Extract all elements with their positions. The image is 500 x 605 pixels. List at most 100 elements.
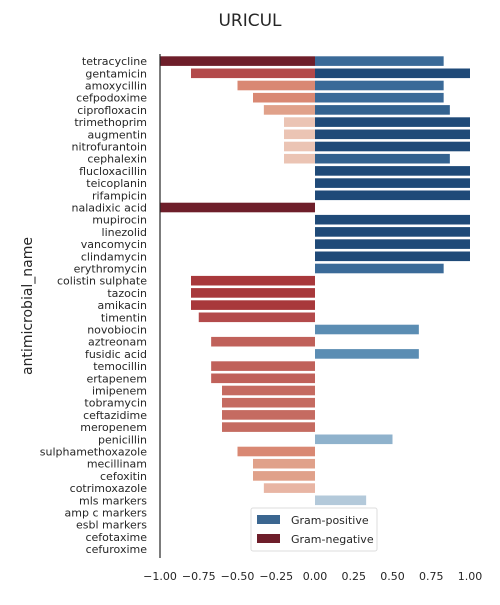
bar-gram-negative	[211, 361, 315, 371]
x-tick-label: −0.75	[182, 570, 216, 583]
y-tick-label: tazocin	[107, 287, 147, 300]
y-tick-label: vancomycin	[81, 238, 147, 251]
bar-gram-negative	[191, 300, 315, 310]
bar-gram-positive	[315, 105, 450, 115]
bar-gram-negative	[263, 105, 315, 115]
bar-gram-negative	[191, 275, 315, 286]
y-tick-label: ertapenem	[86, 372, 147, 385]
legend-label-gram-positive: Gram-positive	[291, 514, 369, 527]
bar-gram-negative	[263, 483, 315, 493]
y-tick-label: cephalexin	[87, 153, 147, 166]
y-tick-label: tobramycin	[84, 397, 147, 410]
x-tick-label: −0.50	[221, 570, 255, 583]
chart-title: URICUL	[218, 11, 282, 31]
y-tick-label: cefotaxime	[85, 531, 147, 544]
bar-gram-negative	[237, 446, 315, 457]
y-tick-label: tetracycline	[82, 55, 147, 68]
y-tick-label: rifampicin	[92, 189, 147, 202]
y-tick-label: ceftazidime	[83, 409, 147, 422]
legend-label-gram-negative: Gram-negative	[291, 533, 374, 546]
legend-swatch-gram-positive	[257, 515, 280, 524]
bar-gram-positive	[315, 178, 470, 188]
bar-gram-negative	[284, 141, 315, 152]
bar-gram-positive	[315, 434, 393, 445]
bar-gram-positive	[315, 129, 470, 140]
bar-gram-positive	[315, 214, 470, 225]
bar-gram-negative	[284, 129, 315, 140]
y-tick-label: temocillin	[93, 360, 147, 373]
y-tick-label: mls markers	[79, 494, 147, 507]
bar-gram-positive	[315, 68, 470, 79]
x-tick-label: −1.00	[143, 570, 177, 583]
y-tick-label: ciprofloxacin	[77, 104, 147, 117]
bar-gram-positive	[315, 239, 470, 249]
bar-gram-negative	[211, 373, 315, 384]
y-tick-label: mupirocin	[92, 214, 147, 227]
y-tick-label: naladixic acid	[72, 202, 148, 215]
y-tick-label: cotrimoxazole	[70, 482, 148, 495]
y-tick-label: novobiocin	[87, 324, 147, 337]
bar-gram-negative	[253, 458, 315, 469]
y-tick-label: colistin sulphate	[57, 275, 147, 288]
bar-gram-positive	[315, 263, 444, 274]
bar-gram-negative	[191, 288, 315, 298]
legend: Gram-positive Gram-negative	[250, 507, 378, 552]
y-tick-label: timentin	[101, 311, 147, 324]
y-tick-labels: tetracyclinegentamicinamoxycillincefpodo…	[40, 55, 147, 556]
bar-gram-positive	[315, 141, 470, 152]
x-tick-label: 0.50	[380, 570, 405, 583]
y-tick-label: cefoxitin	[100, 470, 147, 483]
legend-swatch-gram-negative	[257, 534, 280, 543]
x-tick-label: 0.00	[303, 570, 328, 583]
bar-gram-positive	[315, 251, 470, 262]
y-tick-label: clindamycin	[81, 250, 147, 263]
bar-gram-positive	[315, 324, 419, 335]
x-tick-label: 0.75	[419, 570, 444, 583]
y-tick-label: mecillinam	[87, 458, 147, 471]
bar-gram-negative	[222, 410, 315, 420]
bar-gram-positive	[315, 92, 444, 103]
bar-gram-negative	[222, 385, 315, 396]
y-tick-label: aztreonam	[88, 336, 147, 349]
y-tick-label: penicillin	[98, 433, 147, 446]
bar-gram-negative	[198, 312, 315, 323]
y-tick-label: teicoplanin	[86, 177, 147, 190]
x-tick-labels: −1.00 −0.75 −0.50 −0.25 0.00 0.25 0.50 0.75 1.00	[143, 570, 482, 583]
y-tick-label: amoxycillin	[85, 80, 147, 93]
x-tick-label: −0.25	[259, 570, 293, 583]
bar-gram-negative	[222, 397, 315, 408]
y-tick-label: gentamicin	[85, 67, 147, 80]
bar-gram-negative	[253, 92, 315, 103]
bar-gram-negative	[160, 56, 315, 66]
bar-gram-negative	[211, 336, 315, 347]
y-tick-label: fusidic acid	[85, 348, 147, 361]
y-tick-label: imipenem	[92, 385, 147, 398]
bar-gram-negative	[253, 471, 315, 481]
bar-gram-positive	[315, 56, 444, 66]
y-axis-label: antimicrobial_name	[20, 237, 36, 375]
y-tick-label: linezolid	[102, 226, 147, 239]
y-tick-label: amikacin	[97, 299, 147, 312]
bar-gram-negative	[160, 202, 315, 213]
y-tick-label: meropenem	[80, 421, 147, 434]
x-tick-label: 0.25	[342, 570, 367, 583]
y-tick-label: augmentin	[88, 128, 148, 141]
y-tick-label: cefpodoxime	[76, 92, 147, 105]
y-tick-label: esbl markers	[76, 519, 147, 532]
bar-gram-positive	[315, 227, 470, 237]
x-tick-label: 1.00	[458, 570, 483, 583]
bar-gram-negative	[237, 80, 315, 91]
bar-gram-negative	[284, 117, 315, 127]
bar-gram-positive	[315, 117, 470, 127]
y-tick-label: nitrofurantoin	[71, 141, 147, 154]
bar-gram-positive	[315, 349, 419, 359]
bar-gram-positive	[315, 495, 367, 506]
y-tick-label: trimethoprim	[74, 116, 147, 129]
bar-gram-negative	[284, 153, 315, 164]
bar-gram-positive	[315, 166, 470, 176]
bar-gram-positive	[315, 153, 450, 164]
legend-frame	[250, 507, 378, 552]
y-tick-label: flucloxacillin	[79, 165, 147, 178]
